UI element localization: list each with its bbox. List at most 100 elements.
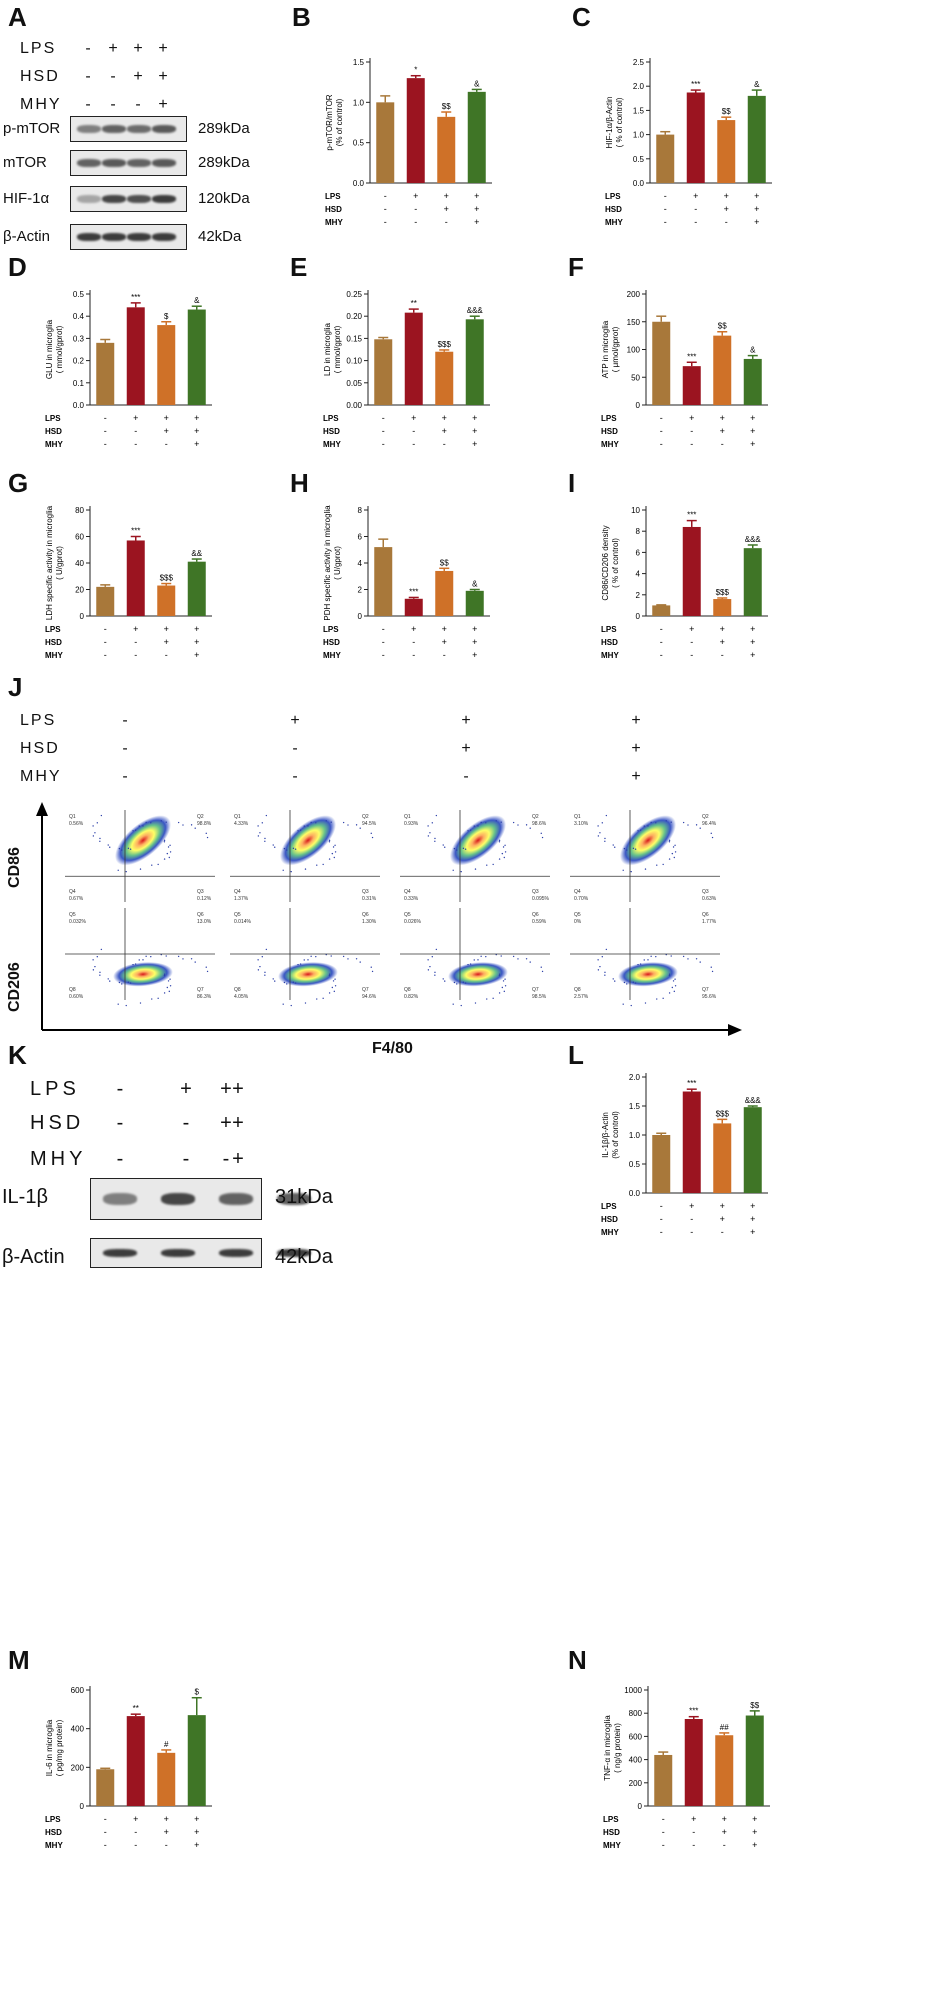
flow-dot-1-0-35 [127, 981, 130, 983]
flow-dot-1-1-16 [334, 985, 337, 987]
flow-dot-1-2-2 [480, 955, 482, 958]
flow-dot-1-2-12 [427, 959, 429, 961]
flow-panel-svg: Q10.56%Q298.8%Q40.67%Q30.12%Q14.33%Q294.… [36, 802, 742, 1036]
panel-letter-c: C [572, 2, 591, 32]
blot-a-band-2-1 [77, 195, 101, 203]
chart-C-annotation-2: *** [691, 80, 700, 89]
chart-N-bar-4 [745, 1715, 764, 1806]
flow-dot-1-0-12 [92, 959, 94, 961]
flow-dot-1-1-33 [261, 956, 264, 958]
flow-dot-0-1-33 [261, 822, 264, 824]
flow-qname-2-1-1: Q6 [362, 912, 369, 918]
flow-dot-0-0-17 [99, 840, 101, 843]
flow-qname-4-0-3: Q4 [574, 889, 581, 895]
chart-D-cond-sign-lps-3: + [164, 413, 169, 423]
chart-H-annotation-4: & [472, 580, 478, 589]
chart-G-cond-sign-lps-4: + [194, 624, 199, 634]
flow-dot-0-0-34 [206, 836, 209, 839]
chart-e-ld: 0.00 0.05 0.10 0.15 0.20 0.25 LD in microglia(… [323, 290, 490, 449]
flow-density-0-2 [449, 815, 507, 866]
blot-k-kda-1: 42kDa [275, 1246, 333, 1268]
flow-density-0-1 [279, 815, 337, 866]
flow-dot-1-0-2 [145, 955, 147, 958]
chart-M-ytick-label-3: 600 [71, 1686, 85, 1695]
flow-density-0-0 [114, 815, 172, 866]
blot-a-band-0-2 [102, 125, 126, 133]
chart-C-cond-sign-lps-2: + [693, 191, 698, 201]
flow-dot-0-3-4 [597, 835, 600, 837]
flow-dot-0-3-21 [668, 841, 671, 843]
blot-k-sign-mhy-3: - [222, 1148, 230, 1170]
chart-I-annotation-4: &&& [745, 535, 762, 544]
chart-I-cond-sign-hsd-4: + [750, 637, 755, 647]
chart-M-cond-sign-mhy-2: - [134, 1840, 137, 1850]
flow-dot-0-0-14 [129, 848, 132, 850]
flow-dot-1-0-15 [138, 959, 140, 961]
chart-D-cond-sign-mhy-4: + [194, 439, 199, 449]
chart-L-cond-sign-mhy-1: - [660, 1227, 663, 1237]
flow-dot-1-1-12 [257, 959, 259, 961]
chart-B-bar-2 [406, 78, 425, 183]
chart-H-ylabel-line-0: PDH specific activity in microglia [323, 505, 332, 621]
chart-B-ylabel-line-1: (% of control) [335, 98, 344, 146]
chart-N-cond-label-mhy: MHY [603, 1841, 621, 1850]
flow-qval-2-1-3: 1.77% [702, 919, 717, 925]
flow-dot-0-0-9 [109, 846, 111, 848]
flow-qval-3-1-1: 94.6% [362, 994, 377, 1000]
flow-qname-4-1-0: Q8 [69, 987, 76, 993]
flow-dot-1-2-22 [453, 981, 456, 984]
chart-E-ytick-label-1: 0.05 [346, 379, 362, 388]
flow-qval-3-1-3: 95.6% [702, 994, 717, 1000]
chart-L-cond-sign-mhy-4: + [750, 1227, 755, 1237]
flow-dot-1-1-20 [265, 948, 268, 951]
flow-dot-0-0-10 [160, 820, 162, 822]
flow-dot-1-0-18 [177, 955, 180, 958]
flow-dot-1-3-33 [601, 956, 604, 958]
blot-a-kda-2: 120kDa [198, 190, 250, 207]
chart-G-bar-4 [187, 561, 206, 616]
chart-N-cond-sign-hsd-1: - [662, 1827, 665, 1837]
chart-E-bar-1 [374, 339, 393, 405]
chart-B-ylabel-line-0: p-mTOR/mTOR [325, 94, 334, 150]
flow-dot-0-0-37 [166, 852, 169, 855]
chart-G-cond-sign-lps-3: + [164, 624, 169, 634]
flow-dot-0-0-23 [150, 822, 152, 824]
chart-B-annotation-4: & [474, 79, 480, 88]
chart-L-ytick-label-4: 2.0 [629, 1073, 641, 1082]
chart-B-cond-sign-mhy-2: - [414, 217, 417, 227]
flow-dot-1-0-16 [169, 985, 172, 987]
flow-dot-1-3-28 [639, 963, 642, 965]
chart-M-annotation-4: $ [195, 1688, 200, 1697]
chart-N-cond-sign-lps-3: + [722, 1814, 727, 1824]
flow-dot-0-1-31 [330, 821, 332, 823]
flow-dot-0-0-2 [145, 821, 147, 824]
chart-N-annotation-2: *** [689, 1707, 698, 1716]
chart-l-il1b-ratio: 0.0 0.5 1.0 1.5 2.0 IL-1β/β-Actin (% of contro… [601, 1073, 768, 1237]
chart-c-hif1a-ratio: 0.0 0.5 1.0 1.5 2.0 2.5 HIF-1α/β-Actin( % of c… [605, 58, 772, 227]
flow-dot-0-1-1 [286, 849, 288, 851]
flow-dot-1-3-1 [626, 983, 628, 985]
chart-N-cond-sign-hsd-4: + [752, 1827, 757, 1837]
flow-dot-0-1-34 [371, 836, 374, 839]
chart-M-cond-sign-mhy-3: - [165, 1840, 168, 1850]
chart-I-cond-sign-mhy-1: - [660, 650, 663, 660]
chart-L-cond-sign-mhy-2: - [690, 1227, 693, 1237]
flow-dot-0-2-1 [456, 849, 458, 851]
flow-dot-0-0-25 [94, 832, 96, 834]
chart-D-cond-sign-lps-1: - [104, 413, 107, 423]
flow-dot-0-1-22 [283, 847, 286, 850]
chart-E-bar-3 [435, 351, 454, 405]
flow-dot-0-0-1 [121, 849, 123, 851]
chart-H-annotation-2: *** [409, 587, 418, 596]
flow-dot-1-1-26 [359, 961, 361, 963]
flow-dot-0-1-23 [315, 822, 317, 824]
flow-dot-0-0-26 [194, 827, 196, 829]
chart-M-cond-label-lps: LPS [45, 1815, 61, 1824]
chart-F-ylabel-line-0: ATP in microglia [601, 320, 610, 378]
flow-dot-0-2-7 [467, 830, 469, 832]
flow-dot-0-3-27 [622, 869, 624, 871]
chart-L-cond-label-lps: LPS [601, 1202, 617, 1211]
chart-G-bar-1 [96, 586, 115, 616]
chart-C-cond-sign-hsd-3: + [724, 204, 729, 214]
